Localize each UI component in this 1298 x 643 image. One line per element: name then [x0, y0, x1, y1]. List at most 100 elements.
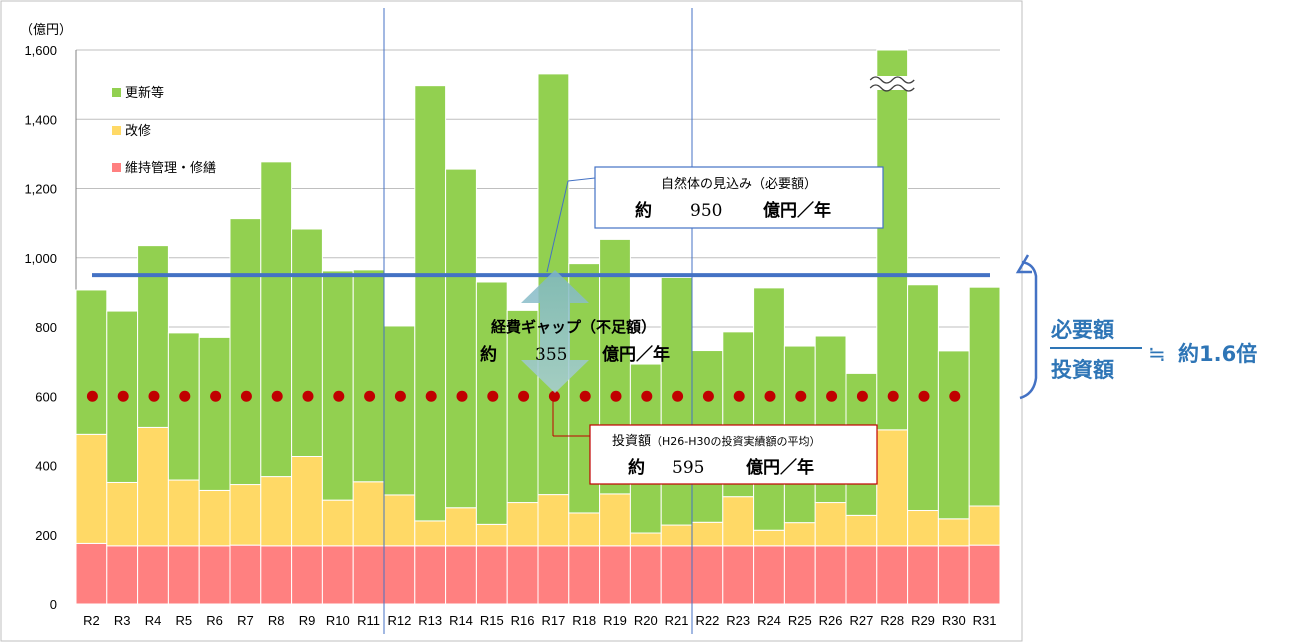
investment-dot	[918, 390, 930, 402]
bar-renewal	[198, 336, 231, 491]
investment-dot	[456, 390, 468, 402]
need-callout-title: 自然体の見込み（必要額）	[661, 176, 817, 192]
y-tick-label: 600	[35, 389, 57, 404]
bar-repair	[291, 455, 323, 547]
bar-maintenance	[568, 545, 601, 605]
bar-renewal	[876, 49, 909, 431]
bar-maintenance	[537, 545, 570, 605]
invest-callout: 投資額 （H26-H30の投資実績額の平均） 約 595 億円／年	[552, 400, 878, 485]
x-tick-label: R14	[449, 613, 473, 628]
y-tick-label: 1,000	[24, 251, 57, 266]
x-tick-label: R27	[849, 613, 873, 628]
bar-maintenance	[291, 545, 323, 605]
axis-break-mark	[869, 84, 915, 92]
x-tick-label: R4	[145, 613, 162, 628]
invest-callout-title: 投資額	[612, 433, 651, 449]
investment-dot	[179, 390, 191, 402]
x-tick-label: R28	[880, 613, 904, 628]
x-tick-label: R23	[726, 613, 750, 628]
investment-dot	[487, 390, 499, 402]
x-tick-label: R11	[357, 613, 380, 628]
bar-renewal	[383, 325, 416, 496]
gap-double-arrow	[521, 270, 589, 393]
bar-repair	[106, 481, 139, 547]
investment-dot	[949, 390, 961, 402]
investment-dot	[210, 390, 222, 402]
legend-swatch-repair	[112, 126, 121, 135]
investment-dot	[579, 390, 591, 402]
need-callout-suffix: 億円／年	[763, 200, 831, 221]
bar-repair	[937, 518, 970, 547]
x-tick-label: R29	[911, 613, 935, 628]
bar-renewal	[753, 287, 785, 531]
legend-label-maintenance: 維持管理・修繕	[125, 160, 216, 176]
bar-maintenance	[845, 545, 878, 605]
bar-repair	[537, 494, 570, 547]
bar-renewal	[475, 281, 508, 525]
y-tick-label: 1,600	[24, 43, 57, 58]
bar-maintenance	[321, 545, 354, 605]
investment-dot	[672, 390, 684, 402]
ratio-result: 約1.6倍	[1178, 342, 1257, 366]
bar-repair	[691, 521, 724, 547]
bar-maintenance	[475, 545, 508, 605]
need-callout-leader-2	[546, 180, 569, 273]
x-tick-label: R10	[326, 613, 350, 628]
x-tick-label: R21	[665, 613, 689, 628]
bar-repair	[722, 496, 755, 547]
investment-dot	[733, 390, 745, 402]
bar-maintenance	[814, 545, 847, 605]
invest-callout-suffix: 億円／年	[746, 457, 814, 478]
bar-renewal	[260, 161, 293, 478]
bar-renewal	[75, 289, 108, 435]
legend-label-renewal: 更新等	[125, 85, 164, 101]
need-callout-leader	[567, 177, 596, 182]
bar-maintenance	[352, 545, 385, 605]
bar-maintenance	[722, 545, 755, 605]
x-tick-label: R16	[511, 613, 535, 628]
x-tick-label: R9	[299, 613, 316, 628]
need-callout: 自然体の見込み（必要額） 約 950 億円／年	[546, 166, 884, 273]
bar-renewal	[445, 168, 477, 509]
x-tick-label: R20	[634, 613, 658, 628]
x-tick-label: R26	[819, 613, 843, 628]
investment-dot	[518, 390, 530, 402]
y-unit-label: （億円）	[20, 22, 72, 37]
x-tick-label: R12	[387, 613, 411, 628]
bar-repair	[629, 532, 662, 547]
need-callout-prefix: 約	[635, 200, 652, 221]
y-tick-label: 0	[50, 597, 57, 612]
overlays	[86, 8, 990, 634]
investment-dot	[271, 390, 283, 402]
investment-dot	[826, 390, 838, 402]
x-tick-label: R19	[603, 613, 627, 628]
bar-maintenance	[599, 545, 631, 605]
investment-dot	[86, 390, 98, 402]
bar-repair	[660, 524, 693, 547]
x-tick-label: R17	[541, 613, 565, 628]
invest-callout-value: 595	[672, 458, 704, 478]
investment-dot	[795, 390, 807, 402]
ratio-denominator: 投資額	[1051, 358, 1114, 382]
investment-dot	[764, 390, 776, 402]
bar-maintenance	[229, 544, 262, 605]
x-tick-label: R15	[480, 613, 504, 628]
bar-maintenance	[629, 545, 662, 605]
need-callout-box	[594, 166, 884, 229]
legend: 更新等 改修 維持管理・修繕	[112, 85, 216, 176]
bar-repair	[783, 522, 816, 547]
ratio-approx: ≒	[1148, 342, 1166, 366]
bar-repair	[968, 505, 1001, 546]
bar-renewal	[414, 85, 447, 522]
investment-dot	[364, 390, 376, 402]
investment-dot	[641, 390, 653, 402]
investment-dot	[610, 390, 622, 402]
x-tick-label: R3	[114, 613, 131, 628]
x-tick-label: R8	[268, 613, 285, 628]
bar-repair	[506, 502, 539, 547]
gap-value: 355	[535, 345, 567, 365]
ratio-bracket-arrow	[1015, 254, 1032, 274]
bar-maintenance	[383, 545, 416, 605]
bar-renewal	[167, 332, 200, 481]
